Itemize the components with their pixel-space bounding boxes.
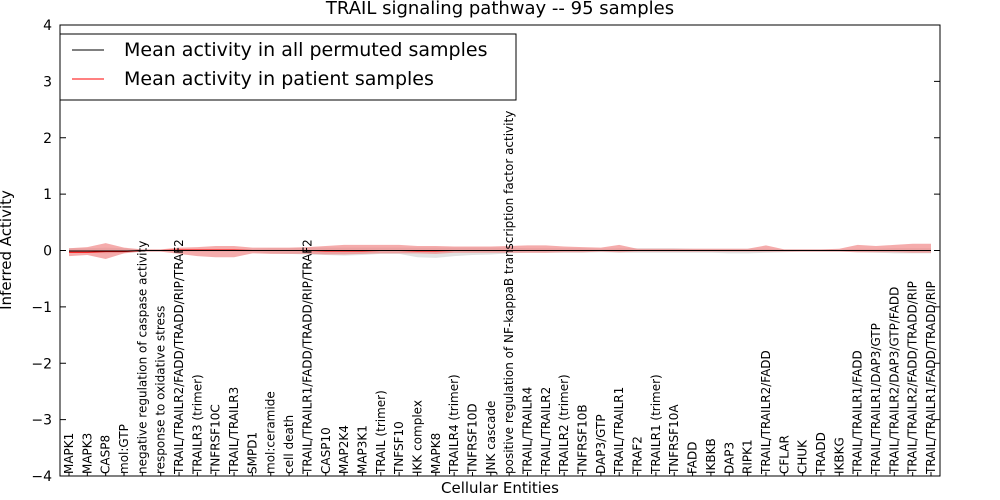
x-axis-label: Cellular Entities: [441, 479, 559, 497]
x-tick-label: CHUK: [796, 439, 810, 474]
legend-label-permuted: Mean activity in all permuted samples: [124, 39, 487, 61]
x-tick-label: TRAILR2 (trimer): [557, 374, 571, 475]
x-tick-label: IKK complex: [410, 400, 424, 474]
x-tick-label: IKBKB: [704, 438, 718, 474]
x-tick-label: TRAIL/TRAILR1/FADD: [851, 350, 865, 475]
x-tick-label: TNFSF10: [392, 421, 406, 475]
chart-title: TRAIL signaling pathway -- 95 samples: [325, 0, 674, 19]
x-tick-label: DAP3: [722, 442, 736, 474]
x-tick-label: FADD: [686, 442, 700, 475]
x-tick-label: RIPK1: [741, 439, 755, 474]
x-tick-label: CASP10: [319, 427, 333, 474]
x-tick-label: MAP3K1: [355, 425, 369, 474]
y-axis-label: Inferred Activity: [0, 190, 15, 310]
x-tick-label: CFLAR: [777, 435, 791, 474]
x-tick-label: IKBKG: [832, 437, 846, 474]
y-tick-label: −4: [31, 469, 52, 485]
x-tick-label: cell death: [282, 415, 296, 474]
x-tick-label: negative regulation of caspase activity: [135, 241, 149, 474]
y-tick-label: −3: [31, 413, 52, 429]
x-tick-label: JNK cascade: [484, 401, 498, 475]
x-tick-labels: MAPK1 MAPK3 CASP8 mol:GTP negative regulatio…: [62, 111, 938, 476]
x-tick-label: TRAF2: [631, 436, 645, 475]
x-tick-label: SMPD1: [245, 432, 259, 474]
x-tick-label: TRAILR1 (trimer): [649, 374, 663, 475]
x-tick-label: TRAILR4 (trimer): [447, 374, 461, 475]
x-tick-label: TNFRSF10B: [576, 404, 590, 475]
x-tick-label: TRAIL/TRAILR1: [612, 387, 626, 475]
x-tick-label: TRAIL/TRAILR4: [521, 387, 535, 475]
x-tick-label: TRAIL/TRAILR2/FADD/TRADD/RIP/TRAF2: [172, 239, 186, 475]
x-tick-label: TNFRSF10C: [209, 404, 223, 475]
legend: Mean activity in all permuted samples Me…: [59, 33, 517, 101]
x-tick-label: TRAIL/TRAILR2/FADD: [759, 350, 773, 475]
y-tick-label: 1: [43, 187, 52, 203]
x-tick-label: positive regulation of NF-kappaB transcr…: [502, 111, 516, 474]
y-tick-label: 4: [43, 18, 52, 34]
x-tick-label: CASP8: [99, 435, 113, 474]
y-tick-label: 2: [43, 131, 52, 147]
band-patient: [69, 243, 931, 259]
x-tick-label: TRAIL/TRAILR2: [539, 387, 553, 475]
x-tick-label: TRAIL/TRAILR1/DAP3/GTP: [869, 323, 883, 475]
x-tick-label: mol:ceramide: [264, 391, 278, 474]
x-tick-label: TRADD: [814, 432, 828, 475]
x-tick-label: MAPK1: [62, 433, 76, 474]
plot-frame: [59, 24, 941, 477]
legend-label-patient: Mean activity in patient samples: [124, 68, 434, 90]
confidence-bands: [69, 243, 931, 259]
x-tick-label: DAP3/GTP: [594, 414, 608, 474]
x-tick-label: TRAILR3 (trimer): [190, 374, 204, 475]
x-tick-label: TRAIL/TRAILR1/FADD/TRADD/RIP/TRAF2: [300, 239, 314, 475]
x-tick-label: MAPK8: [429, 433, 443, 474]
y-tick-label: −1: [31, 300, 52, 316]
x-tick-label: response to oxidative stress: [154, 306, 168, 474]
x-tick-label: MAP2K4: [337, 425, 351, 474]
legend-box: [59, 33, 517, 101]
x-tick-label: TNFRSF10D: [465, 403, 479, 475]
y-tick-labels: −4 −3 −2 −1 0 1 2 3 4: [31, 18, 940, 485]
x-tick-label: TNFRSF10A: [667, 404, 681, 475]
x-tick-label: MAPK3: [80, 433, 94, 474]
x-tick-label: mol:GTP: [117, 424, 131, 474]
y-tick-label: 0: [43, 244, 52, 260]
x-tick-label: TRAIL/TRAILR2/FADD/TRADD/RIP: [906, 281, 920, 475]
x-tick-label: TRAIL (trimer): [374, 390, 388, 475]
x-tick-label: TRAIL/TRAILR3: [227, 387, 241, 475]
x-tick-label: TRAIL/TRAILR1/FADD/TRADD/RIP: [924, 281, 938, 475]
y-tick-label: −2: [31, 356, 52, 372]
series-lines: [69, 249, 931, 253]
x-tick-label: TRAIL/TRAILR2/DAP3/GTP/FADD: [887, 287, 901, 475]
y-tick-label: 3: [43, 74, 52, 90]
series-line-permuted: [69, 250, 931, 252]
